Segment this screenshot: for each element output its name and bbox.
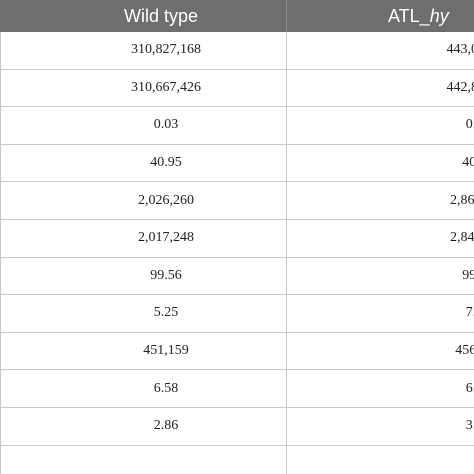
- cell-atl-hy: 40.52: [462, 155, 474, 171]
- column-divider: [286, 32, 287, 474]
- cell-wild-type: 6.58: [153, 380, 179, 396]
- cell-wild-type: 2,026,260: [138, 192, 194, 208]
- cell-atl-hy: 0.03: [465, 117, 474, 133]
- table-row: 2.86 3.36: [0, 408, 474, 446]
- cell-atl-hy: 2,847,587: [450, 230, 474, 246]
- cell-wild-type: 2.86: [153, 418, 179, 434]
- cell-atl-hy: 443,032,12: [446, 42, 474, 58]
- table-body: 310,827,168 443,032,12 310,667,426 442,879,…: [0, 32, 474, 446]
- header-wild-type: Wild type: [124, 6, 199, 26]
- left-border: [0, 32, 1, 474]
- header-atl-hy: ATL_hy: [388, 6, 449, 26]
- cell-atl-hy: 7.29: [465, 305, 474, 321]
- cell-wild-type: 40.95: [150, 155, 182, 171]
- cell-atl-hy: 2,869,588: [450, 192, 474, 208]
- table-row: 310,667,426 442,879,58: [0, 70, 474, 108]
- cell-wild-type: 99.56: [150, 267, 182, 283]
- table-header: Wild type ATL_hy: [0, 0, 474, 32]
- cell-atl-hy: 6.68: [465, 380, 474, 396]
- cell-atl-hy: 3.36: [465, 418, 474, 434]
- cell-wild-type: 310,827,168: [131, 42, 201, 58]
- cell-atl-hy: 99.23: [462, 267, 474, 283]
- cell-wild-type: 5.25: [153, 305, 179, 321]
- table-row: 310,827,168 443,032,12: [0, 32, 474, 70]
- cell-wild-type: 0.03: [153, 117, 179, 133]
- cell-atl-hy: 442,879,58: [446, 79, 474, 95]
- cell-atl-hy: 456,535: [455, 343, 474, 359]
- cell-wild-type: 310,667,426: [131, 79, 201, 95]
- cell-wild-type: 451,159: [143, 343, 189, 359]
- table-row: 6.58 6.68: [0, 370, 474, 408]
- header-divider: [286, 0, 287, 32]
- table-row: 0.03 0.03: [0, 107, 474, 145]
- table-row: 99.56 99.23: [0, 258, 474, 296]
- table-row: 2,026,260 2,869,588: [0, 182, 474, 220]
- table-row: 2,017,248 2,847,587: [0, 220, 474, 258]
- cell-wild-type: 2,017,248: [138, 230, 194, 246]
- table-row: 451,159 456,535: [0, 333, 474, 371]
- table-row: 5.25 7.29: [0, 295, 474, 333]
- table-row: 40.95 40.52: [0, 145, 474, 183]
